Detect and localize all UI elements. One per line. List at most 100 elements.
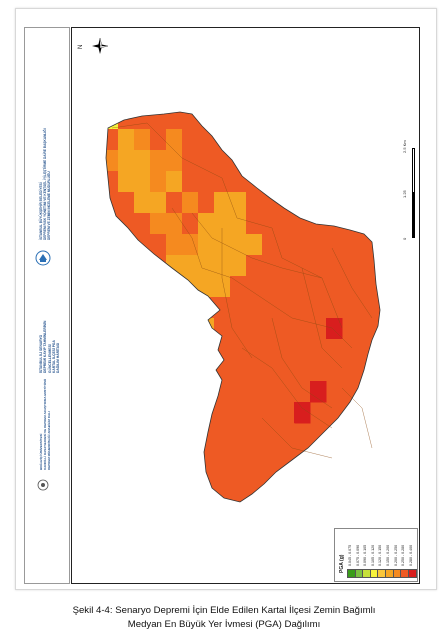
- pga-grid-cells: [106, 112, 380, 502]
- pga-cell: [150, 297, 167, 319]
- pga-cell: [230, 297, 247, 319]
- legend-range-label: 0.250 - 0.280: [401, 544, 406, 566]
- pga-cell: [262, 276, 279, 298]
- pga-cell: [230, 276, 247, 298]
- pga-cell: [262, 213, 279, 235]
- pga-cell: [294, 297, 311, 319]
- pga-cell: [150, 150, 167, 172]
- pga-cell: [198, 129, 215, 151]
- pga-cell: [230, 192, 247, 214]
- pga-cell: [198, 318, 215, 340]
- pga-cell: [230, 318, 247, 340]
- legend-range-label: 0.045 - 0.075: [348, 544, 352, 566]
- pga-cell: [246, 213, 263, 235]
- pga-cell: [214, 381, 231, 403]
- pga-cell: [182, 192, 199, 214]
- pga-cell: [230, 402, 247, 424]
- pga-cell: [294, 255, 311, 277]
- ibb-logo: [35, 250, 51, 266]
- pga-cell: [166, 129, 183, 151]
- legend-range-label: 0.105 - 0.120: [370, 544, 375, 566]
- pga-cell: [150, 192, 167, 214]
- pga-cell: [262, 423, 279, 445]
- legend: PGA (g) 0.045 - 0.075 0.075 - 0.090 0.090 …: [334, 528, 418, 582]
- pga-cell: [310, 255, 327, 277]
- pga-cell: [246, 360, 263, 382]
- pga-cell: [230, 255, 247, 277]
- bogazici-logo: [37, 478, 49, 491]
- pga-cell: [278, 339, 295, 361]
- g2-line: DAĞILIM HARİTASI: [56, 342, 61, 373]
- pga-cell: [262, 255, 279, 277]
- pga-map[interactable]: [72, 28, 419, 583]
- pga-cell: [294, 402, 311, 424]
- pga-cell: [166, 112, 183, 130]
- pga-cell: [166, 192, 183, 214]
- pga-cell: [182, 423, 199, 445]
- legend-range-label: 0.280 - 0.400: [408, 544, 413, 566]
- pga-cell: [246, 234, 263, 256]
- pga-cell: [106, 112, 119, 130]
- pga-cell: [106, 192, 119, 214]
- legend-range-label: 0.150 - 0.200: [386, 544, 390, 566]
- pga-cell: [198, 171, 215, 193]
- pga-cell: [198, 213, 215, 235]
- scale-label-end: 2.5 Km: [402, 140, 407, 153]
- pga-cell: [182, 318, 199, 340]
- pga-cell: [182, 255, 199, 277]
- pga-cell: [278, 360, 295, 382]
- pga-cell: [214, 465, 231, 487]
- pga-cell: [214, 171, 231, 193]
- pga-cell: [198, 360, 215, 382]
- pga-cell: [294, 318, 311, 340]
- pga-cell: [230, 234, 247, 256]
- pga-cell: [230, 339, 247, 361]
- pga-cell: [166, 276, 183, 298]
- legend-range-label: 0.120 - 0.150: [378, 544, 383, 566]
- legend-swatch: [407, 569, 417, 578]
- g2-line: DEPREMİ KAYIP TAHMİNLERİNİN: [43, 320, 48, 373]
- pga-cell: [310, 381, 327, 403]
- pga-cell: [278, 297, 295, 319]
- pga-cell: [214, 276, 231, 298]
- pga-cell: [166, 339, 183, 361]
- caption-line-2: Medyan En Büyük Yer İvmesi (PGA) Dağılım…: [127, 619, 321, 630]
- pga-cell: [106, 171, 119, 193]
- pga-cell: [310, 234, 327, 256]
- pga-cell: [182, 381, 199, 403]
- pga-cell: [134, 255, 151, 277]
- pga-cell: [326, 234, 343, 256]
- pga-cell: [182, 297, 199, 319]
- north-label: N: [78, 44, 84, 49]
- pga-cell: [198, 150, 215, 172]
- pga-cell: [310, 360, 327, 382]
- pga-cell: [246, 297, 263, 319]
- pga-cell: [166, 213, 183, 235]
- pga-cell: [150, 213, 167, 235]
- pga-cell: [118, 192, 135, 214]
- pga-cell: [246, 339, 263, 361]
- pga-cell: [198, 276, 215, 298]
- pga-cell: [262, 360, 279, 382]
- pga-cell: [106, 234, 119, 256]
- pga-cell: [278, 402, 295, 424]
- pga-cell: [278, 444, 295, 466]
- pga-cell: [230, 465, 247, 487]
- pga-cell: [230, 360, 247, 382]
- north-arrow: [92, 37, 109, 54]
- pga-cell: [198, 192, 215, 214]
- map-frame[interactable]: N 0 1.25 2.5 Km PGA (g) 0.045 - 0.075 0.0…: [71, 27, 420, 584]
- pga-cell: [198, 339, 215, 361]
- pga-cell: [150, 255, 167, 277]
- pga-cell: [246, 423, 263, 445]
- pga-cell: [182, 360, 199, 382]
- pga-cell: [246, 255, 263, 277]
- pga-cell: [294, 234, 311, 256]
- district-boundary: [105, 111, 381, 503]
- pga-cell: [150, 129, 167, 151]
- pga-cell: [246, 276, 263, 298]
- pga-cell: [214, 423, 231, 445]
- pga-cell: [166, 297, 183, 319]
- pga-cell: [134, 171, 151, 193]
- pga-cell: [150, 276, 167, 298]
